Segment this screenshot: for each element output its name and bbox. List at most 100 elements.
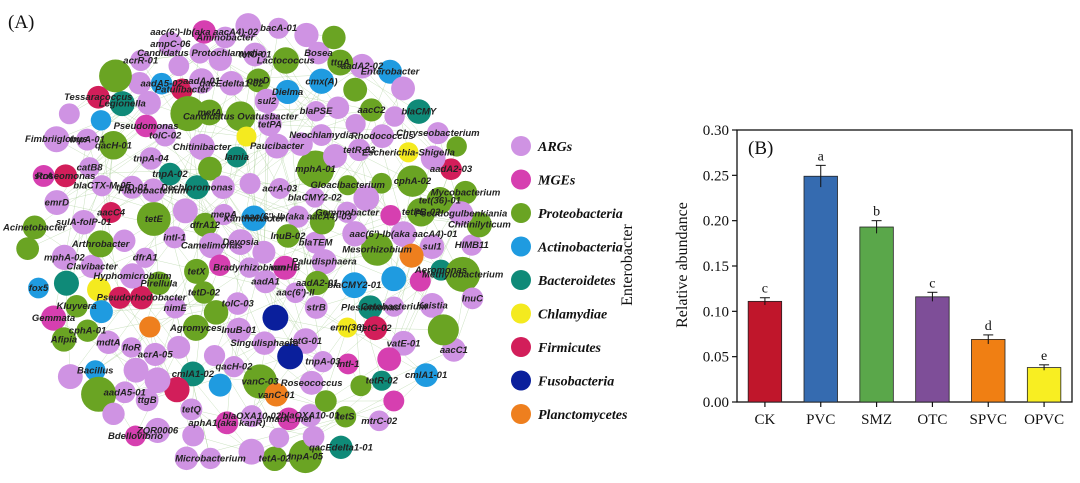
network-node xyxy=(314,390,337,412)
network-node xyxy=(182,314,209,341)
network-node xyxy=(209,254,231,276)
network-node xyxy=(289,132,313,156)
legend-label: MGEs xyxy=(537,174,576,189)
network-node xyxy=(123,357,149,383)
network-node xyxy=(141,178,166,203)
network-node xyxy=(87,230,115,258)
network-node-label: aac(6')-Ib(aka aacA4)-01 xyxy=(350,229,458,240)
network-node-label: Bdellovibrio xyxy=(108,431,163,442)
network-node xyxy=(96,330,121,354)
network-node xyxy=(262,304,289,331)
network-node xyxy=(308,68,335,94)
network-node-label: Hyphomicrobium xyxy=(93,271,172,282)
network-node xyxy=(184,175,209,200)
network-node xyxy=(299,370,324,395)
y-tick-label: 0.10 xyxy=(703,304,729,320)
network-node-label: aadA5-02 xyxy=(140,79,183,90)
network-node-label: Paucibacter xyxy=(250,141,305,152)
network-node-label: tetPB-02 xyxy=(402,207,441,218)
network-node-label: tetR-03 xyxy=(343,145,376,156)
network-node xyxy=(252,331,277,355)
network-node-label: Chitinilyticum xyxy=(448,220,511,231)
network-node-label: Pseudorhodobacter xyxy=(97,293,188,304)
network-node xyxy=(243,42,267,67)
network-node xyxy=(91,175,113,197)
network-node xyxy=(198,156,222,181)
network-node xyxy=(466,212,493,238)
network-node xyxy=(40,305,67,331)
network-node-label: mphA-01 xyxy=(295,164,336,175)
network-node xyxy=(188,133,215,160)
network-node xyxy=(336,201,358,223)
network-node xyxy=(203,300,229,325)
network-node xyxy=(305,270,330,296)
network-node-label: Bosea xyxy=(304,48,333,59)
network-node xyxy=(262,446,287,472)
bar-chart: 0.00 0.05 0.10 0.15 0.20 0.25 0.30 c CK a PVC b SMZ c… xyxy=(703,123,1073,428)
network-node-label: Gloacibacterium xyxy=(311,180,386,191)
network-node-label: ZQR0006 xyxy=(136,425,179,436)
network-node-label: acrA-05 xyxy=(138,349,174,360)
network-edge xyxy=(195,327,306,342)
network-node xyxy=(76,128,99,151)
network-node xyxy=(86,85,110,109)
network-node-label: qacEdelta1-01 xyxy=(309,442,373,453)
bar xyxy=(915,296,950,403)
network-node-label: dfrA1 xyxy=(133,253,158,264)
network-node xyxy=(298,404,322,428)
network-node xyxy=(51,327,77,352)
network-node xyxy=(163,226,186,249)
network-node-label: aadA2-03 xyxy=(430,164,473,175)
network-node-label: Fimbriiglobus xyxy=(25,134,88,145)
network-node xyxy=(337,317,358,338)
network-node xyxy=(254,88,279,114)
network-node xyxy=(239,172,261,195)
network-node xyxy=(380,204,401,226)
panel-b-label: (B) xyxy=(748,138,773,159)
network-node xyxy=(453,180,478,205)
chart-title: Enterobacter xyxy=(619,223,636,305)
network-node xyxy=(164,297,186,319)
legend-swatch xyxy=(511,370,531,391)
network-edge xyxy=(66,237,175,284)
network-node-label: mepA xyxy=(211,210,238,221)
network-edge xyxy=(381,183,395,279)
network-node-label: Flavobacterium xyxy=(118,185,189,196)
network-edge xyxy=(313,374,427,438)
network-node xyxy=(225,101,256,132)
network-node xyxy=(420,145,446,171)
network-node xyxy=(419,293,445,318)
y-tick-label: 0.25 xyxy=(703,168,729,184)
network-node-label: blaCMY2-01 xyxy=(327,280,381,291)
network-edge xyxy=(214,355,252,417)
panel-a-label: (A) xyxy=(8,12,34,33)
legend-swatch xyxy=(511,303,531,324)
significance-letter: b xyxy=(873,205,880,220)
network-node xyxy=(268,17,290,39)
network-node xyxy=(65,295,88,318)
network-node-label: Cetobacterium xyxy=(361,302,428,313)
network-node xyxy=(81,376,117,412)
network-node xyxy=(43,126,70,153)
network-node-label: Bradyrhizobium xyxy=(213,263,286,274)
network-node-label: Gemmata xyxy=(32,313,75,324)
network-legend: ARGs MGEs Proteobacteria Actinobacteria Bact… xyxy=(511,136,628,424)
network-node xyxy=(461,234,483,256)
network-node xyxy=(214,26,237,49)
legend-swatch xyxy=(511,169,531,190)
network-node-label: Clavibacter xyxy=(66,261,119,272)
network-node xyxy=(192,281,216,304)
network-node xyxy=(16,237,40,260)
network-node-label: qacH-02 xyxy=(216,362,254,373)
network-node xyxy=(208,47,232,71)
network-node-label: InuB-02 xyxy=(271,231,307,242)
network-node xyxy=(153,124,177,147)
network-node xyxy=(109,91,135,117)
legend-label: Chlamydiae xyxy=(538,308,607,323)
network-node xyxy=(312,351,334,373)
network-node-label: tnpA-02 xyxy=(152,169,188,180)
network-node xyxy=(128,71,151,95)
network-node xyxy=(304,231,327,254)
network-node xyxy=(199,447,222,470)
network-node xyxy=(139,316,161,338)
